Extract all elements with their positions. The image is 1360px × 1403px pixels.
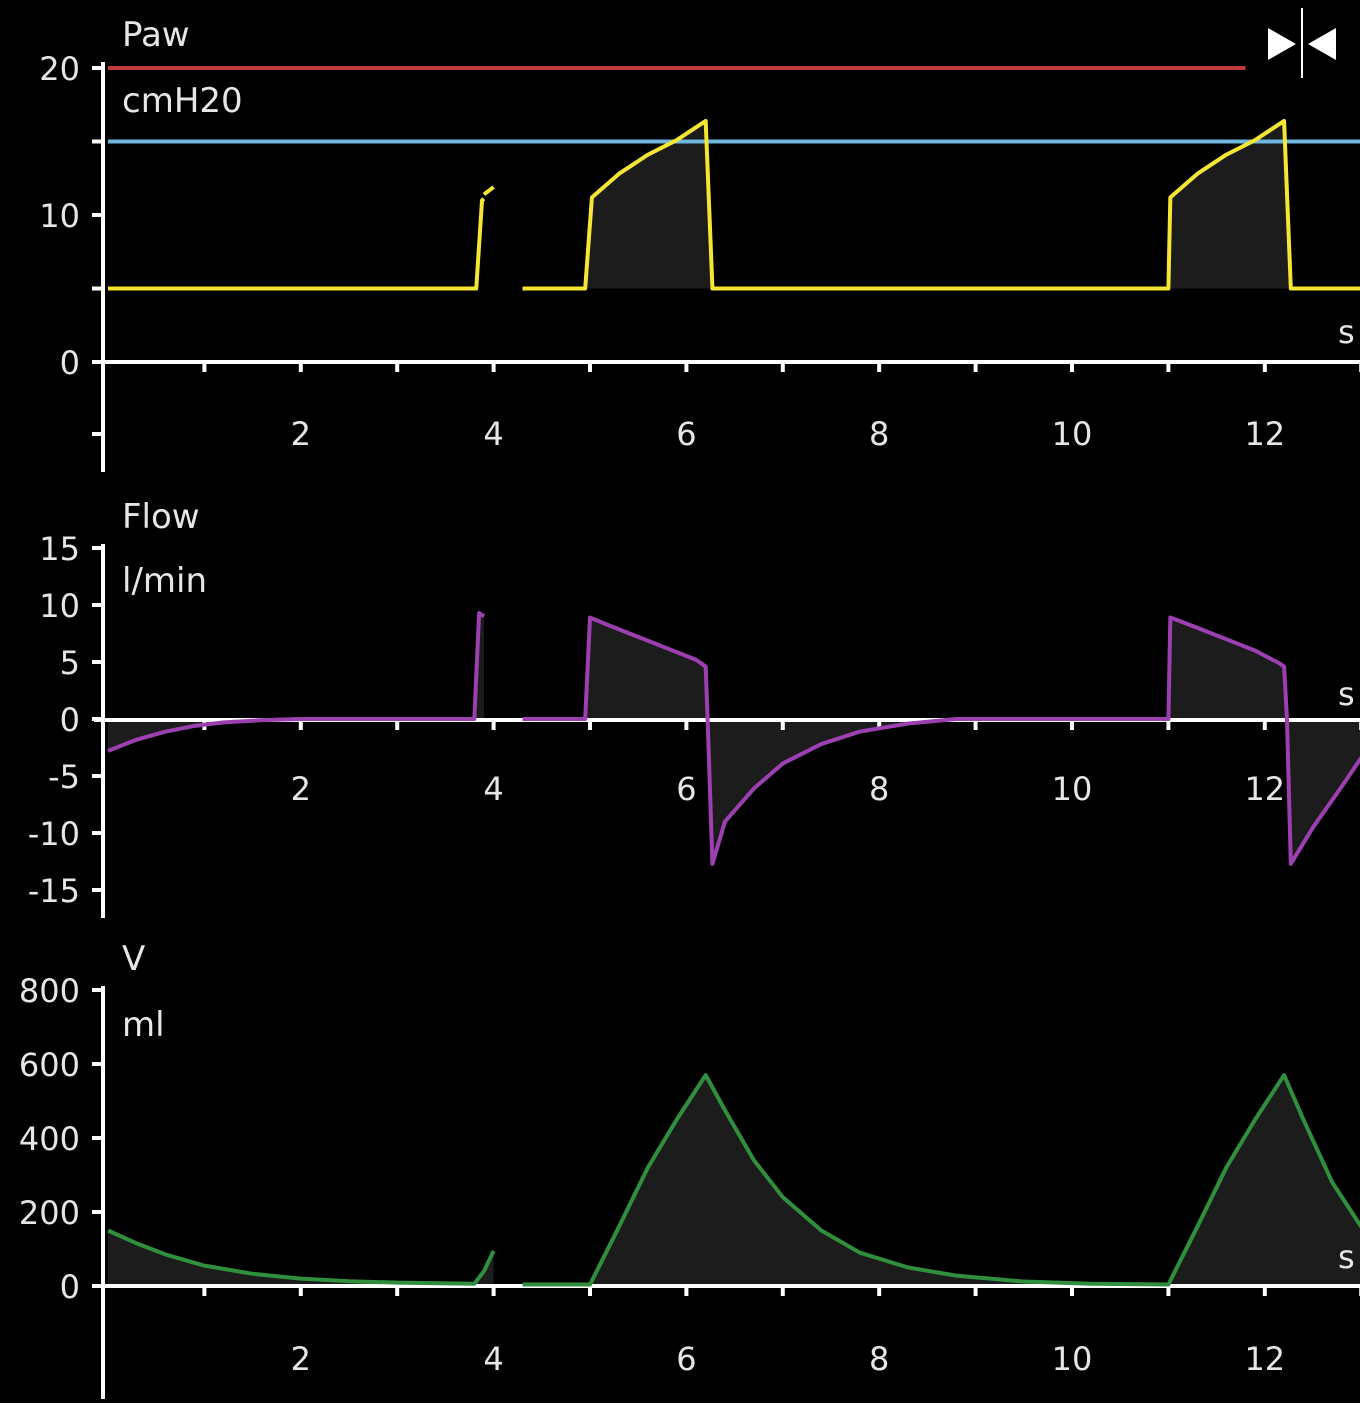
flow-time-unit-label: s: [1338, 675, 1355, 713]
flow-xtick-label: 6: [676, 770, 696, 808]
paw-xtick-label: 2: [291, 415, 311, 453]
volume-xtick-label: 6: [676, 1340, 696, 1378]
paw-area-2: [522, 120, 1360, 289]
volume-name-label: V: [122, 939, 145, 979]
paw-ytick-label: 10: [39, 197, 80, 235]
volume-ytick-label: 600: [19, 1046, 80, 1084]
paw-xtick-label: 8: [869, 415, 889, 453]
volume-series-0: [107, 1228, 496, 1286]
paw-name-label: Paw: [122, 15, 190, 55]
volume-ytick-label: 800: [19, 972, 80, 1010]
flow-xtick-label: 4: [483, 770, 503, 808]
volume-ytick-label: 0: [60, 1268, 80, 1306]
volume-xtick-label: 8: [869, 1340, 889, 1378]
flow-ytick-label: -15: [28, 872, 80, 910]
flow-ytick-label: -5: [48, 758, 80, 796]
volume-xtick-label: 10: [1052, 1340, 1093, 1378]
flow-xtick-label: 10: [1052, 770, 1093, 808]
flow-series-1: [522, 615, 1360, 866]
flow-ytick-label: 0: [60, 701, 80, 739]
volume-series-1: [522, 1073, 1360, 1287]
volume-unit-label: ml: [122, 1005, 165, 1045]
paw-ytick-label: 0: [60, 344, 80, 382]
paw-unit-label: cmH20: [122, 81, 243, 121]
paw-series-0: [108, 197, 486, 291]
volume-panel: 0 200 400 600 800 2 4 6 8 10 12 Vml s: [19, 939, 1360, 1399]
flow-xtick-label: 12: [1244, 770, 1285, 808]
paw-series-1: [482, 185, 495, 197]
flow-xtick-label: 2: [291, 770, 311, 808]
paw-xtick-label: 10: [1052, 415, 1093, 453]
flow-series-0: [107, 610, 486, 753]
flow-ytick-label: -10: [28, 815, 80, 853]
paw-time-unit-label: s: [1338, 313, 1355, 351]
paw-xtick-label: 12: [1244, 415, 1285, 453]
paw-series-2: [522, 118, 1360, 291]
paw-panel: 0 10 20 2 4 6 8 10 12 Paw cmH20 s: [39, 15, 1360, 472]
flow-ytick-label: 5: [60, 644, 80, 682]
volume-xtick-label: 4: [483, 1340, 503, 1378]
volume-time-unit-label: s: [1338, 1238, 1355, 1276]
volume-xtick-label: 2: [291, 1340, 311, 1378]
volume-area-1: [522, 1075, 1360, 1286]
flow-panel: -15 -10 -5 0 5 10 15 2 4 6 8 10 12 Flow l/min s: [28, 497, 1360, 918]
volume-ytick-label: 400: [19, 1120, 80, 1158]
flow-unit-label: l/min: [122, 561, 207, 601]
volume-xtick-label: 12: [1244, 1340, 1285, 1378]
volume-area-0: [108, 1230, 494, 1286]
flow-xtick-label: 8: [869, 770, 889, 808]
flow-ytick-label: 10: [39, 587, 80, 625]
paw-xtick-label: 6: [676, 415, 696, 453]
flow-name-label: Flow: [122, 497, 200, 537]
paw-xtick-label: 4: [483, 415, 503, 453]
freeze-icon[interactable]: [1268, 8, 1336, 78]
flow-ytick-label: 15: [39, 530, 80, 568]
paw-ytick-label: 20: [39, 50, 80, 88]
flow-area-1: [522, 617, 1360, 864]
volume-ytick-label: 200: [19, 1194, 80, 1232]
